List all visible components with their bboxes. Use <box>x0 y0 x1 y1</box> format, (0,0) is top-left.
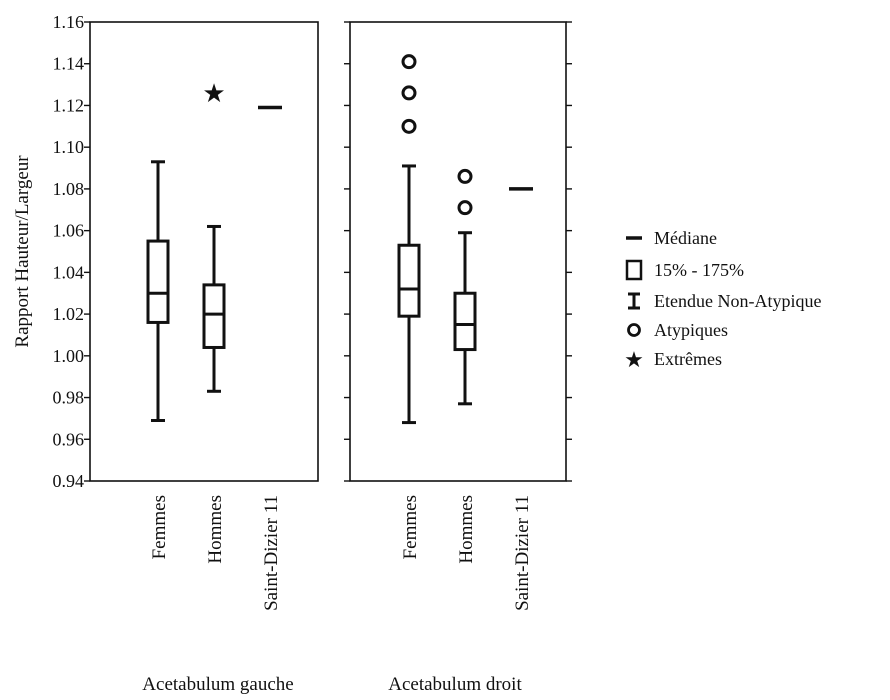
y-tick-label: 1.14 <box>53 54 85 74</box>
outlier-point <box>401 85 417 101</box>
box-iqr <box>202 283 226 349</box>
marks-layer: ★ <box>146 54 533 425</box>
y-tick-label: 1.10 <box>53 137 85 157</box>
category-label: Hommes <box>205 495 226 564</box>
outlier-point <box>401 54 417 70</box>
y-tick-label: 1.06 <box>53 221 85 241</box>
y-tick-label: 1.04 <box>53 262 85 282</box>
legend-item-box: 15% - 175% <box>625 259 744 281</box>
outlier-point <box>457 168 473 184</box>
y-tick-label: 1.16 <box>53 12 85 32</box>
y-tick-label: 0.96 <box>53 429 85 449</box>
panel-label: Acetabulum gauche <box>142 674 293 695</box>
box-iqr <box>453 291 477 352</box>
outlier-point <box>457 200 473 216</box>
legend-label: Etendue Non-Atypique <box>654 291 821 311</box>
legend-label: 15% - 175% <box>654 260 744 280</box>
y-tick-label: 1.12 <box>53 95 85 115</box>
panel-label: Acetabulum droit <box>388 674 522 695</box>
legend-item-extreme: ★ Extrêmes <box>624 347 722 372</box>
category-label: Femmes <box>149 495 170 559</box>
legend-label: Extrêmes <box>654 349 722 369</box>
legend-item-median: Médiane <box>626 228 717 248</box>
extreme-point: ★ <box>202 79 225 108</box>
legend-item-outlier: Atypiques <box>627 320 728 340</box>
legend-outlier-symbol <box>627 323 641 337</box>
legend: Médiane 15% - 175% Etendue Non-Atypique Aty… <box>624 228 821 372</box>
category-label: Hommes <box>456 495 477 564</box>
y-tick-label: 0.98 <box>53 388 85 408</box>
box-iqr <box>397 243 421 318</box>
panel-frame-2 <box>349 21 567 482</box>
legend-label: Médiane <box>654 228 717 248</box>
y-tick-label: 1.08 <box>53 179 85 199</box>
category-label: Femmes <box>400 495 421 559</box>
legend-item-whisker: Etendue Non-Atypique <box>628 291 821 311</box>
text-layer: 1.16 1.14 1.12 1.10 1.08 1.06 1.04 1.02 1.00 0.98… <box>12 12 533 695</box>
box-iqr <box>146 239 170 324</box>
legend-box-symbol <box>625 259 643 281</box>
y-tick-label: 1.00 <box>53 346 85 366</box>
category-label: Saint-Dizier 11 <box>261 495 282 611</box>
y-tick-label: 1.02 <box>53 304 85 324</box>
panel-frame-1 <box>89 21 319 482</box>
legend-label: Atypiques <box>654 320 728 340</box>
y-tick-label: 0.94 <box>53 471 85 491</box>
axes-layer <box>84 21 572 482</box>
outlier-point <box>401 118 417 134</box>
legend-extreme-symbol: ★ <box>624 347 644 372</box>
y-axis-title: Rapport Hauteur/Largeur <box>12 155 33 348</box>
category-label: Saint-Dizier 11 <box>512 495 533 611</box>
